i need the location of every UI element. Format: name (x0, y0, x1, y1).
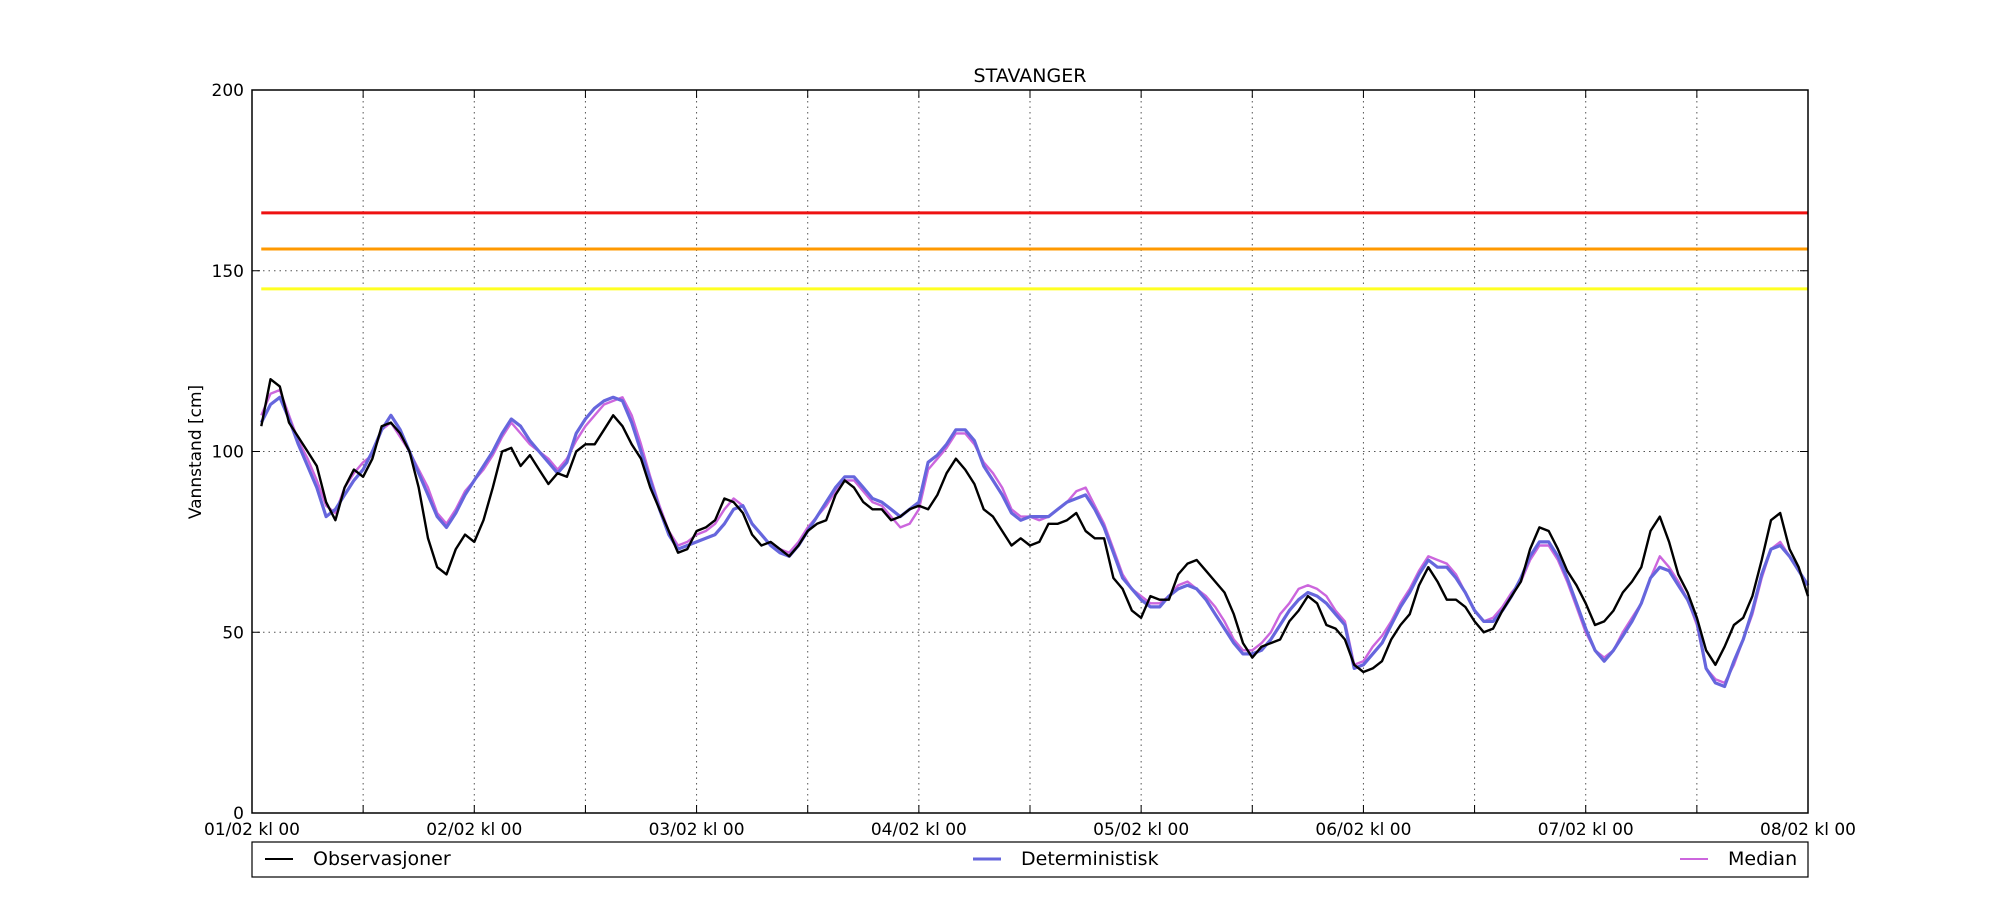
x-axis-ticks: 01/02 kl 00 02/02 kl 00 03/02 kl 00 04/02 k… (204, 90, 1856, 840)
y-tick-label: 100 (212, 443, 244, 463)
legend-label-median: Median (1728, 848, 1797, 870)
x-tick-label: 06/02 kl 00 (1315, 820, 1411, 840)
legend-label-observasjoner: Observasjoner (313, 848, 451, 870)
legend: Observasjoner Deterministisk Median (251, 841, 1809, 878)
series-lines (259, 378, 1810, 689)
legend-label-deterministisk: Deterministisk (1021, 848, 1159, 870)
x-tick-label: 08/02 kl 00 (1760, 820, 1856, 840)
chart-title: STAVANGER (974, 65, 1087, 87)
x-tick-label: 02/02 kl 00 (426, 820, 522, 840)
plot-frame (251, 89, 1809, 814)
y-axis-label: Vannstand [cm] (186, 385, 206, 519)
x-tick-label: 07/02 kl 00 (1538, 820, 1634, 840)
y-tick-label: 150 (212, 262, 244, 282)
x-tick-label: 03/02 kl 00 (649, 820, 745, 840)
x-tick-label: 05/02 kl 00 (1093, 820, 1189, 840)
series-line-deterministisk (259, 395, 1810, 689)
grid-lines (252, 90, 1808, 813)
x-tick-label: 01/02 kl 00 (204, 820, 300, 840)
x-tick-label: 04/02 kl 00 (871, 820, 967, 840)
threshold-lines (261, 211, 1808, 291)
y-tick-label: 50 (222, 623, 244, 643)
y-tick-label: 0 (233, 804, 244, 824)
series-line-median (260, 388, 1810, 685)
series-line-observasjoner (260, 378, 1810, 674)
y-tick-label: 200 (212, 81, 244, 101)
y-axis-ticks: 0 50 100 150 200 (212, 81, 1808, 824)
legend-frame (251, 841, 1809, 878)
